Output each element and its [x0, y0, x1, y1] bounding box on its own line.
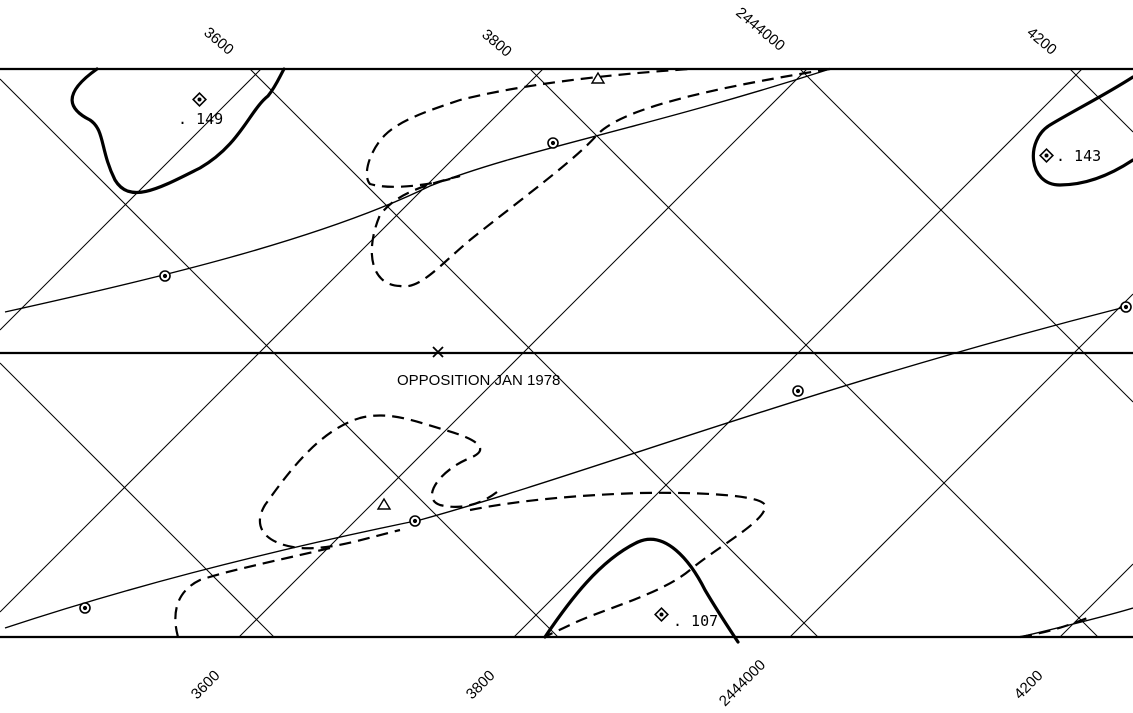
horizontal-rules — [0, 67, 1133, 639]
grid-line-desc — [1069, 68, 1133, 133]
marker-label-149: . 149 — [178, 110, 223, 128]
dashed-contour-mid — [258, 414, 498, 550]
trajectory-markers — [79, 137, 1132, 614]
opposition-label: OPPOSITION JAN 1978 — [397, 372, 560, 389]
trajectory-curves — [4, 68, 1133, 638]
dashed-contour-upper — [365, 67, 831, 288]
bottom-axis-labels: 3600 3800 2444000 4200 — [188, 657, 1047, 710]
diagonal-grid — [0, 68, 1133, 638]
grid-line-desc — [0, 362, 275, 638]
grid-line-asc — [789, 293, 1133, 638]
marker-label-107: . 107 — [673, 612, 718, 630]
diamond-marker-107: . 107 — [654, 607, 718, 630]
grid-line-desc — [249, 68, 819, 638]
triangle-marker — [376, 497, 392, 510]
dashed-contour-lower-right — [1019, 615, 1091, 639]
marker-label-143: . 143 — [1056, 147, 1101, 165]
circle-marker — [792, 385, 804, 397]
circle-marker — [1120, 301, 1132, 313]
dashed-contour-lower-left — [174, 546, 331, 638]
bottom-tick-label: 4200 — [1011, 667, 1047, 703]
bottom-tick-label: 2444000 — [716, 657, 769, 710]
top-tick-label: 4200 — [1023, 24, 1059, 58]
upper-trajectory — [4, 68, 831, 313]
diamond-marker-143: . 143 — [1039, 147, 1101, 165]
bottom-tick-label: 3600 — [188, 667, 224, 703]
contour-149 — [70, 67, 286, 195]
opposition-marker — [432, 346, 444, 358]
contour-107 — [543, 537, 740, 644]
grid-line-asc — [0, 68, 262, 331]
circle-marker — [547, 137, 559, 149]
grid-line-asc — [1059, 563, 1133, 638]
grid-line-desc — [529, 68, 1099, 638]
grid-line-asc — [0, 68, 544, 613]
top-tick-label: 3800 — [478, 26, 514, 60]
lower-right-trajectory — [1019, 607, 1133, 638]
solid-contours — [70, 67, 1133, 644]
grid-line-desc — [0, 78, 559, 638]
diamond-marker-149: . 149 — [178, 92, 223, 128]
circle-marker — [79, 602, 91, 614]
grid-line-asc — [238, 68, 808, 638]
dashed-contour-lower — [469, 491, 767, 638]
contour-143 — [1031, 75, 1133, 187]
dashed-contours — [174, 67, 1091, 639]
lower-trajectory — [4, 306, 1126, 629]
circle-marker — [409, 515, 421, 527]
top-tick-label: 2444000 — [732, 4, 788, 55]
triangle-markers — [376, 71, 606, 510]
bottom-tick-label: 3800 — [463, 667, 499, 703]
grid-line-asc — [513, 68, 1083, 638]
circle-marker — [159, 270, 171, 282]
top-axis-labels: 3600 3800 2444000 4200 — [200, 4, 1059, 60]
grid-line-desc — [799, 68, 1133, 403]
top-tick-label: 3600 — [200, 24, 236, 58]
triangle-marker — [590, 71, 606, 84]
